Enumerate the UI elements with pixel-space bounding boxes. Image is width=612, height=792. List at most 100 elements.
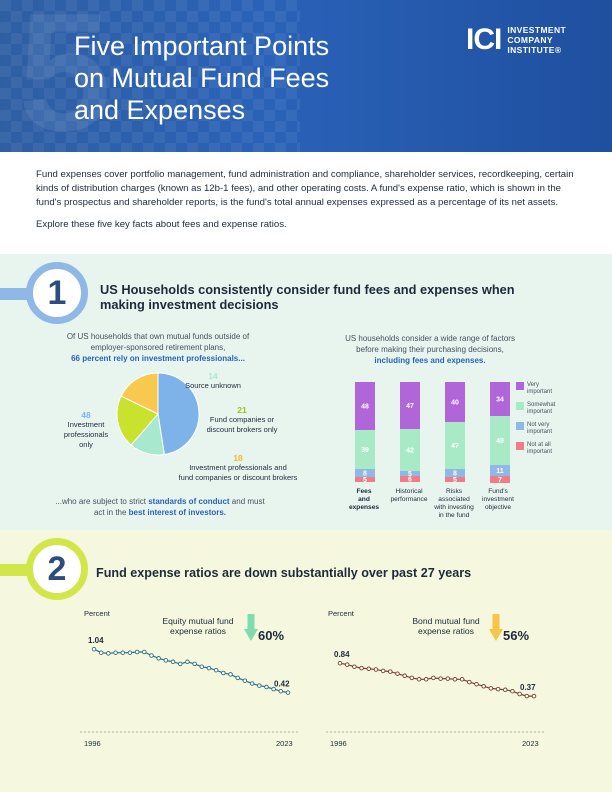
chart-point [134,649,140,655]
chart-point [459,677,465,682]
bar-value-label: 47 [451,443,459,450]
chart-point [271,686,276,692]
bar-segment [490,465,510,476]
bar-caption-highlight: including fees and expenses. [374,356,486,365]
bar-caption-text: US households consider a wide range of f… [345,334,515,354]
chart-point [366,666,371,672]
chart-point [185,659,190,665]
chart-point [495,686,501,692]
chart-point [510,688,515,694]
pie-label-line: only [79,440,93,449]
bar-value-label: 48 [361,404,369,411]
pie-bottom-caption: ...who are subject to strict standards o… [50,496,270,518]
chart-point [467,679,472,685]
pie-label-line: discount brokers only [206,425,278,434]
section-1-badge: 1 [26,262,88,324]
logo-mark: ICI [466,23,502,56]
pie-label-unknown: 14 Source unknown [178,371,248,391]
chart-point [352,664,357,669]
equity-expense-line-chart: 1.04 0.42 1996 2023 [80,636,298,748]
logo-text: INVESTMENT COMPANY INSTITUTE® [507,25,566,55]
pie-value: 14 [208,371,218,381]
bar-category-label: Risks associated with investing in the fund [434,488,474,519]
chart-point [163,658,169,663]
chart-end-label: 0.42 [274,680,290,689]
chart-point [344,662,350,667]
chart-point [221,670,226,676]
chart-point [249,681,255,686]
chart-x-tick: 2023 [276,739,293,748]
chart-point [438,676,443,681]
bar-value-label: 11 [496,468,504,475]
legend-item: Not at all important [516,442,586,456]
chart-start-label: 0.84 [334,650,350,659]
chart-point [278,688,284,694]
legend-item: Somewhat important [516,402,586,416]
bar-value-label: 8 [453,471,457,478]
intro-text: Fund expenses cover portfolio management… [36,168,581,232]
chart-point [235,675,240,681]
bar-segment [355,477,375,482]
pie-label-both: 18 Investment professionals and fund com… [172,453,304,483]
legend-item: Very important [516,382,586,396]
chart-point [395,671,400,676]
bar-segment [490,416,510,465]
bar-value-label: 5 [363,477,367,484]
chart-point [388,669,393,674]
pie-caption-highlight: 66 percent rely on investment profession… [71,354,245,363]
chart-point [149,653,154,658]
chart-point [285,690,291,695]
chart-point [120,650,125,655]
caption-text: and must act in the [93,497,265,517]
chart-ylabel: Percent [84,609,110,618]
pie-label-fund-companies: 21 Fund companies or discount brokers on… [200,405,284,435]
chart-point [91,646,97,652]
legend-swatch [516,402,524,410]
chart-point [156,656,161,661]
bar-caption: US households consider a wide range of f… [340,333,520,366]
bar-value-label: 34 [496,397,504,404]
chart-point [199,664,205,669]
bar-value-label: 42 [406,448,414,455]
chart-x-tick: 1996 [84,739,101,748]
bond-expense-line-chart: 0.84 0.37 1996 2023 [326,650,544,748]
pie-label-line: Source unknown [185,381,241,390]
chart-point [431,675,436,681]
chart-point [206,665,212,671]
section-2-background [0,530,612,792]
chart-point [474,681,479,687]
bar-value-label: 5 [408,471,412,478]
chart-point [423,677,429,682]
ici-logo[interactable]: ICI INVESTMENT COMPANY INSTITUTE® [466,22,566,58]
chart-point [264,684,269,690]
bar-value-label: 47 [406,403,414,410]
bar-segment [445,469,465,477]
header-big-number: 5 [18,0,112,152]
chart-point [409,675,415,681]
legend-label: Not at all important [527,442,553,455]
bar-value-label: 40 [451,400,459,407]
legend-label: Not very important [527,422,553,435]
bar-value-label: 39 [361,447,369,454]
bar-segment [355,430,375,469]
logo-line: COMPANY [507,35,553,45]
pie-label-line: Investment [67,420,105,429]
pie-slice [120,372,159,415]
bar-segment [490,382,510,416]
pie-caption: Of US households that own mutual funds o… [50,331,266,364]
chart-x-tick: 1996 [330,739,347,748]
bar-segment [445,382,465,422]
chart-point [257,683,262,688]
chart-point [531,693,537,699]
title-line: and Expenses [74,95,246,125]
chart-point [503,687,508,693]
legend-swatch [516,422,524,430]
bar-category-label: Fund's investment objective [482,488,514,511]
chart-point [127,650,133,655]
pie-chart [116,372,200,456]
legend-swatch [516,442,524,450]
pie-value: 21 [237,405,247,415]
title-line: on Mutual Fund Fees [74,63,330,93]
bar-value-label: 49 [496,438,504,445]
